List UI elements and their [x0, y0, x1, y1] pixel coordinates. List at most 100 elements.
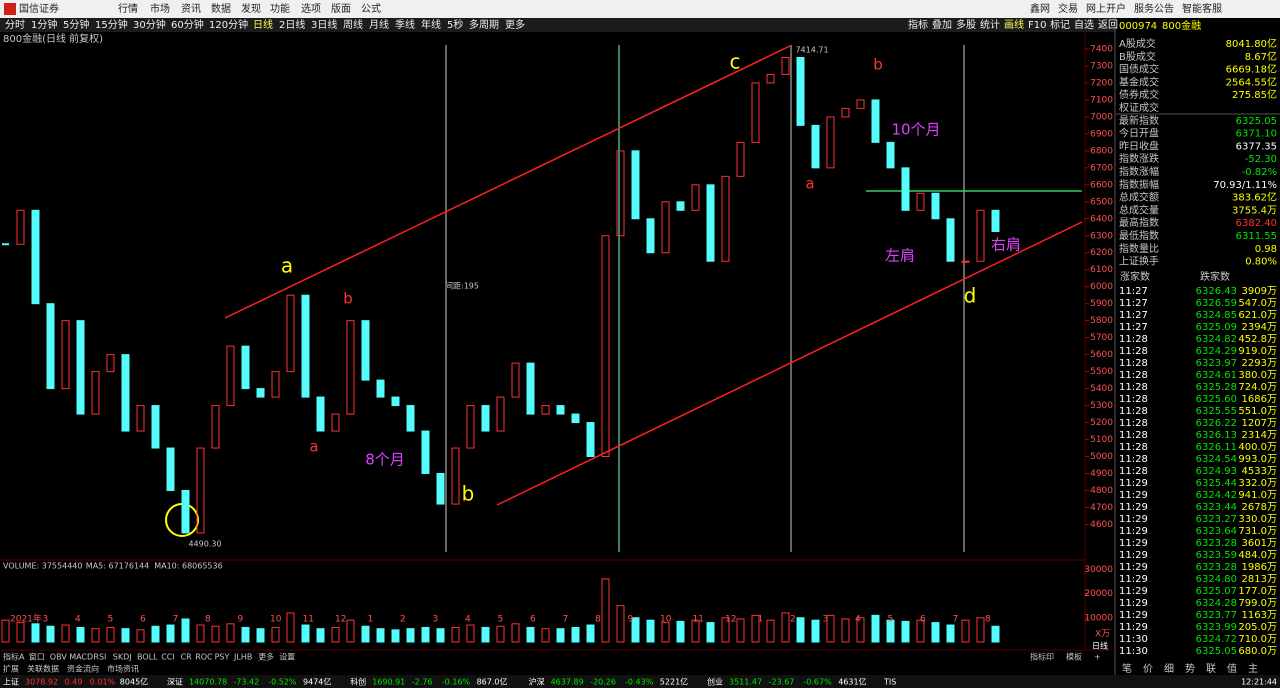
menu-item[interactable]: 版面 [331, 2, 351, 15]
indicator-tab[interactable]: MACD [69, 653, 93, 662]
template-tab[interactable]: 指标印 [1030, 652, 1054, 662]
menu-item[interactable]: 资讯 [181, 3, 201, 15]
index-pct: -0.52% [268, 678, 297, 687]
index-price: 14070.78 [189, 678, 227, 687]
period-tab[interactable]: 5分钟 [63, 18, 89, 31]
period-tab[interactable]: 2日线 [279, 18, 305, 31]
period-tab[interactable]: 15分钟 [95, 18, 128, 31]
indicator-tab[interactable]: OBV [50, 653, 68, 662]
candle [436, 472, 445, 505]
x-tick-label: 6 [140, 615, 146, 625]
volume-bar [721, 617, 730, 643]
candle [661, 201, 670, 254]
trade-price: 6324.28 [1196, 598, 1237, 609]
tool-button[interactable]: F10 [1028, 20, 1046, 31]
volume-bar [736, 618, 745, 643]
period-tab[interactable]: 120分钟 [209, 18, 248, 31]
tool-button[interactable]: 画线 [1004, 18, 1024, 31]
panel-tab[interactable]: 细 [1164, 662, 1174, 675]
menu-link[interactable]: 鑫网 [1030, 2, 1050, 15]
menu-item[interactable]: 选项 [301, 2, 321, 15]
trade-price: 6324.80 [1196, 574, 1237, 585]
period-tab[interactable]: 季线 [395, 18, 415, 31]
candle [541, 405, 550, 415]
panel-tab[interactable]: 势 [1185, 662, 1195, 675]
stat-value: 6669.18亿 [1226, 63, 1277, 76]
period-tab[interactable]: 日线 [253, 18, 273, 31]
menu-link[interactable]: 智能客服 [1182, 2, 1222, 15]
stat-value: 3755.4万 [1232, 205, 1277, 216]
tool-button[interactable]: 统计 [980, 18, 1000, 31]
period-tab[interactable]: 多周期 [469, 18, 499, 31]
period-tab[interactable]: 年线 [421, 18, 441, 31]
volume-bar [16, 622, 25, 643]
indicator-tab[interactable]: 设置 [279, 652, 295, 662]
menu-item[interactable]: 发现 [241, 2, 261, 15]
indicator-tab[interactable]: SKDJ [113, 653, 132, 662]
panel-tab[interactable]: 价 [1143, 663, 1153, 675]
menu-item[interactable]: 行情 [118, 2, 138, 15]
tool-button[interactable]: 叠加 [932, 19, 952, 31]
extra-tab[interactable]: 关联数据 [27, 664, 59, 674]
period-tab[interactable]: 1分钟 [31, 18, 57, 31]
period-tab[interactable]: 分时 [5, 19, 25, 31]
volume-bar [181, 618, 190, 643]
menu-link[interactable]: 交易 [1058, 2, 1078, 15]
trade-price: 6324.42 [1196, 490, 1237, 501]
y-tick-label: 6700 [1090, 163, 1113, 173]
tool-button[interactable]: 自选 [1074, 18, 1094, 31]
panel-tab[interactable]: 联 [1206, 663, 1216, 675]
x-tick-label: 5 [108, 615, 114, 625]
period-tab[interactable]: 30分钟 [133, 18, 166, 31]
period-tab[interactable]: 周线 [343, 18, 363, 31]
x-tick-label: 1 [758, 615, 764, 625]
trade-volume: 330.0万 [1238, 514, 1277, 525]
volume-bar [256, 628, 265, 643]
indicator-tab[interactable]: CCI [161, 653, 175, 662]
indicator-tab[interactable]: CR [181, 653, 193, 662]
menu-item[interactable]: 数据 [211, 2, 231, 15]
stat-value: 383.62亿 [1232, 191, 1277, 204]
menu-item[interactable]: 公式 [361, 2, 381, 15]
menu-link[interactable]: 服务公告 [1134, 2, 1174, 15]
panel-tab[interactable]: 值 [1227, 662, 1237, 675]
tool-button[interactable]: 指标 [908, 18, 928, 31]
panel-tab[interactable]: 主 [1248, 663, 1258, 675]
period-tab[interactable]: 3日线 [311, 18, 337, 31]
index-change: -2.76 [412, 678, 433, 687]
extra-tab[interactable]: 扩展 [3, 664, 19, 674]
indicator-tab[interactable]: ROC [195, 653, 213, 662]
y-tick-label: 7100 [1090, 95, 1113, 105]
trade-volume: 1686万 [1242, 394, 1277, 405]
indicator-tab[interactable]: PSY [215, 653, 230, 662]
period-tab[interactable]: 60分钟 [171, 18, 204, 31]
tool-button[interactable]: 返回 [1098, 19, 1118, 31]
indicator-tab[interactable]: JLHB [233, 653, 252, 662]
tool-button[interactable]: 多股 [956, 18, 976, 31]
indicator-tab[interactable]: RSI [93, 653, 106, 662]
indicator-tab[interactable]: 窗口 [29, 652, 45, 662]
tool-button[interactable]: 标记 [1050, 19, 1070, 31]
volume-bar [841, 618, 850, 643]
trade-price: 6326.22 [1196, 418, 1237, 429]
trade-price: 6324.82 [1196, 334, 1237, 345]
period-tab[interactable]: 5秒 [447, 18, 463, 31]
template-tab[interactable]: + [1094, 653, 1101, 662]
candle [151, 405, 160, 449]
period-tab[interactable]: 更多 [505, 18, 525, 31]
candle [991, 209, 1000, 233]
indicator-tab[interactable]: 指标A [3, 652, 25, 662]
indicator-tab[interactable]: BOLL [137, 653, 158, 662]
candle [856, 99, 865, 109]
panel-tab[interactable]: 笔 [1122, 662, 1132, 675]
menu-link[interactable]: 网上开户 [1086, 2, 1126, 15]
extra-tab[interactable]: 市场资讯 [107, 664, 139, 674]
extra-tab[interactable]: 资金流向 [67, 664, 99, 674]
menu-item[interactable]: 功能 [270, 2, 290, 15]
trade-time: 11:28 [1119, 358, 1148, 369]
period-tab[interactable]: 月线 [369, 18, 389, 31]
indicator-tab[interactable]: 更多 [258, 652, 274, 662]
template-tab[interactable]: 模板 [1066, 652, 1082, 662]
menu-item[interactable]: 市场 [150, 2, 170, 15]
volume-bar [361, 625, 370, 643]
